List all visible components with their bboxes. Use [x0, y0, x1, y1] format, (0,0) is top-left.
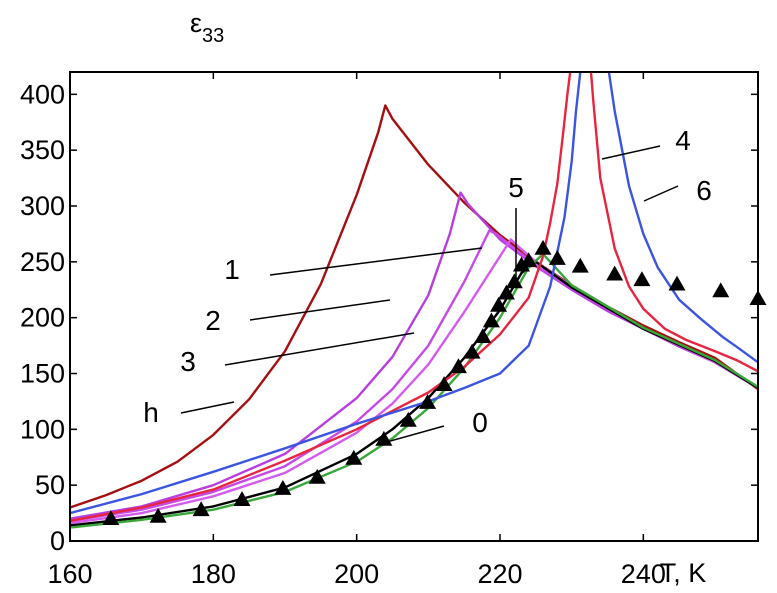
data-point-triangle: [474, 328, 492, 344]
y-axis-symbol: ε: [190, 8, 202, 38]
y-tick-label-50: 50: [35, 470, 65, 500]
y-tick-label-0: 0: [50, 526, 65, 556]
data-point-triangle: [482, 312, 500, 328]
tick-layer: [69, 72, 758, 542]
series-line-1: [70, 191, 758, 520]
plot-frame: [69, 71, 759, 542]
y-tick-label-100: 100: [20, 414, 65, 444]
series-line-0: [70, 260, 758, 527]
data-point-triangle: [513, 256, 530, 272]
data-point-triangle: [308, 468, 326, 484]
y-axis-title: ε33: [190, 8, 224, 47]
y-axis-subscript: 33: [202, 25, 224, 47]
x-tick-label-160: 160: [47, 559, 92, 589]
data-point-triangle: [534, 239, 552, 255]
y-tick-label-200: 200: [20, 303, 65, 333]
data-point-triangle: [712, 282, 730, 298]
curve-label-5: 5: [508, 172, 524, 203]
data-point-triangle: [419, 394, 437, 409]
leader-line-6: [643, 185, 679, 202]
leader-line-3: [224, 332, 415, 366]
series-line-3: [70, 238, 758, 525]
y-tick-label-300: 300: [20, 191, 65, 221]
series-line-h: [70, 104, 758, 509]
curve-label-1: 1: [224, 254, 240, 285]
series-line-blue: [70, 72, 582, 515]
marker-layer: [102, 239, 767, 526]
data-point-triangle: [102, 510, 120, 526]
y-tick-label-150: 150: [20, 359, 65, 389]
x-tick-label-200: 200: [334, 559, 379, 589]
data-point-triangle: [274, 480, 292, 495]
leader-layer: [180, 145, 679, 446]
data-point-triangle: [505, 273, 523, 289]
y-tick-label-400: 400: [20, 79, 65, 109]
curve-label-4: 4: [675, 125, 691, 156]
leader-line-1: [269, 247, 483, 276]
data-point-triangle: [633, 271, 651, 287]
data-point-triangle: [497, 284, 515, 300]
leader-line-h: [180, 401, 235, 414]
series-line-4: [589, 72, 758, 373]
series-line-5: [70, 72, 572, 523]
data-point-triangle: [233, 491, 251, 507]
x-tick-label-240: 240: [621, 559, 666, 589]
leader-line-4: [601, 145, 661, 160]
label-layer: 160 180 200 220 240050100150200250300350400h…: [20, 79, 712, 589]
data-point-triangle: [571, 257, 589, 273]
curve-label-3: 3: [180, 346, 196, 377]
series-layer: [70, 72, 758, 529]
data-point-triangle: [192, 501, 210, 517]
data-point-triangle: [449, 358, 467, 374]
data-point-triangle: [548, 249, 566, 265]
data-point-triangle: [399, 411, 417, 427]
leader-line-2: [249, 299, 391, 321]
y-tick-label-350: 350: [20, 135, 65, 165]
leader-line-0: [375, 425, 445, 446]
data-point-triangle: [435, 376, 453, 392]
x-axis-title: T, K: [660, 558, 707, 588]
y-tick-label-250: 250: [20, 247, 65, 277]
curve-label-h: h: [143, 397, 159, 428]
series-line-2: [70, 229, 758, 523]
curve-label-6: 6: [696, 175, 712, 206]
data-point-triangle: [520, 252, 538, 268]
data-point-triangle: [490, 296, 508, 312]
series-line-green: [70, 252, 758, 529]
data-point-triangle: [463, 343, 481, 359]
curve-label-2: 2: [205, 305, 221, 336]
data-point-triangle: [149, 507, 167, 523]
series-line-6: [607, 72, 758, 364]
x-tick-label-220: 220: [477, 559, 522, 589]
data-point-triangle: [345, 449, 363, 465]
x-tick-label-180: 180: [191, 559, 236, 589]
curve-label-0: 0: [472, 407, 488, 438]
data-point-triangle: [668, 275, 686, 291]
data-point-triangle: [606, 265, 624, 281]
